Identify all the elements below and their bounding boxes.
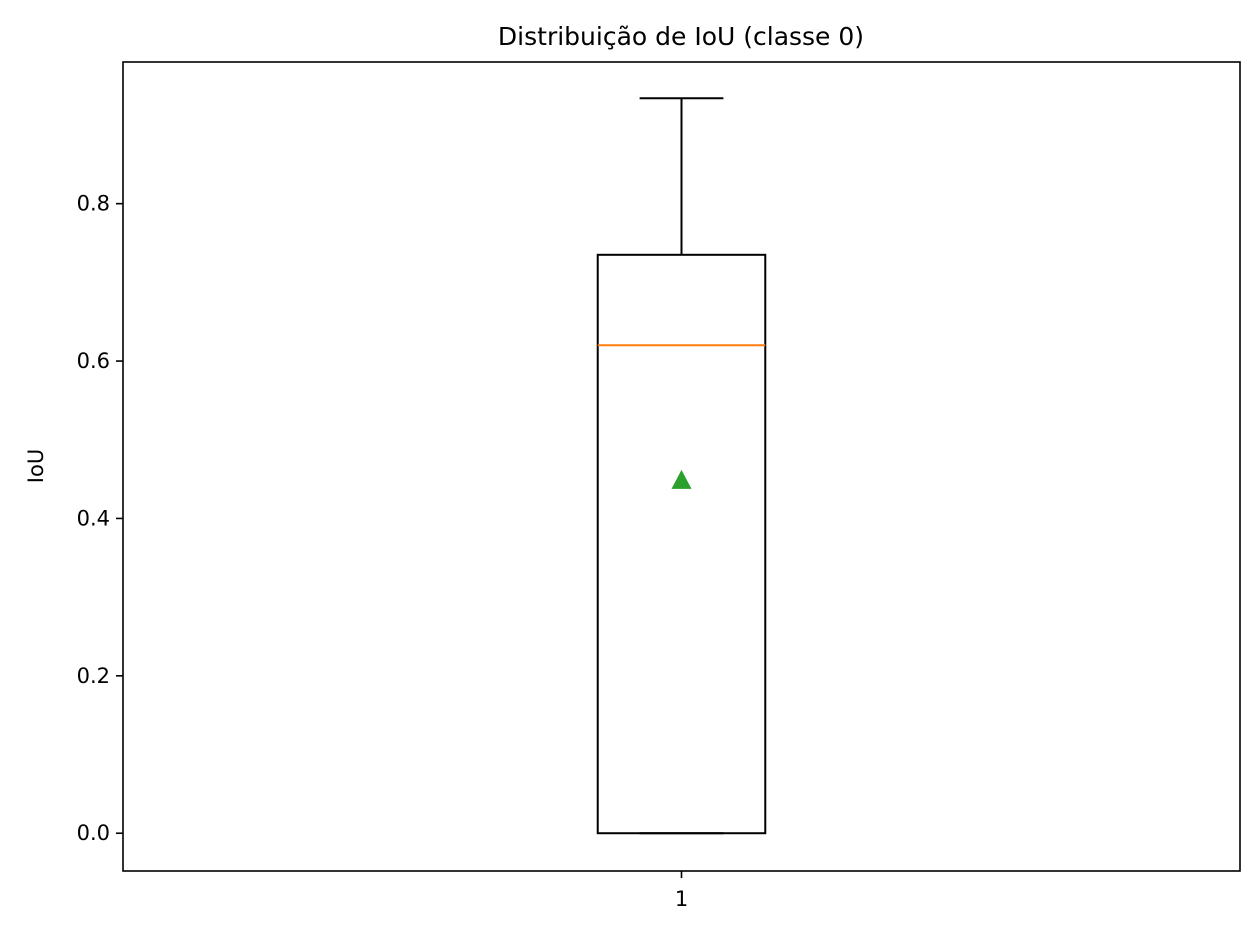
- chart-title: Distribuição de IoU (classe 0): [498, 22, 864, 51]
- mean-marker: [671, 469, 692, 489]
- x-tick-label: 1: [675, 887, 688, 911]
- x-axis: 1: [675, 871, 688, 911]
- box-group: [596, 97, 767, 835]
- y-axis-label: IoU: [24, 449, 48, 483]
- y-tick-label: 0.2: [77, 664, 110, 688]
- y-tick-label: 0.8: [77, 192, 110, 216]
- y-tick-label: 0.4: [77, 506, 110, 530]
- iqr-box: [596, 253, 767, 835]
- y-tick-label: 0.6: [77, 349, 110, 373]
- y-axis: 0.0 0.2 0.4 0.6 0.8: [77, 192, 123, 845]
- y-tick-label: 0.0: [77, 821, 110, 845]
